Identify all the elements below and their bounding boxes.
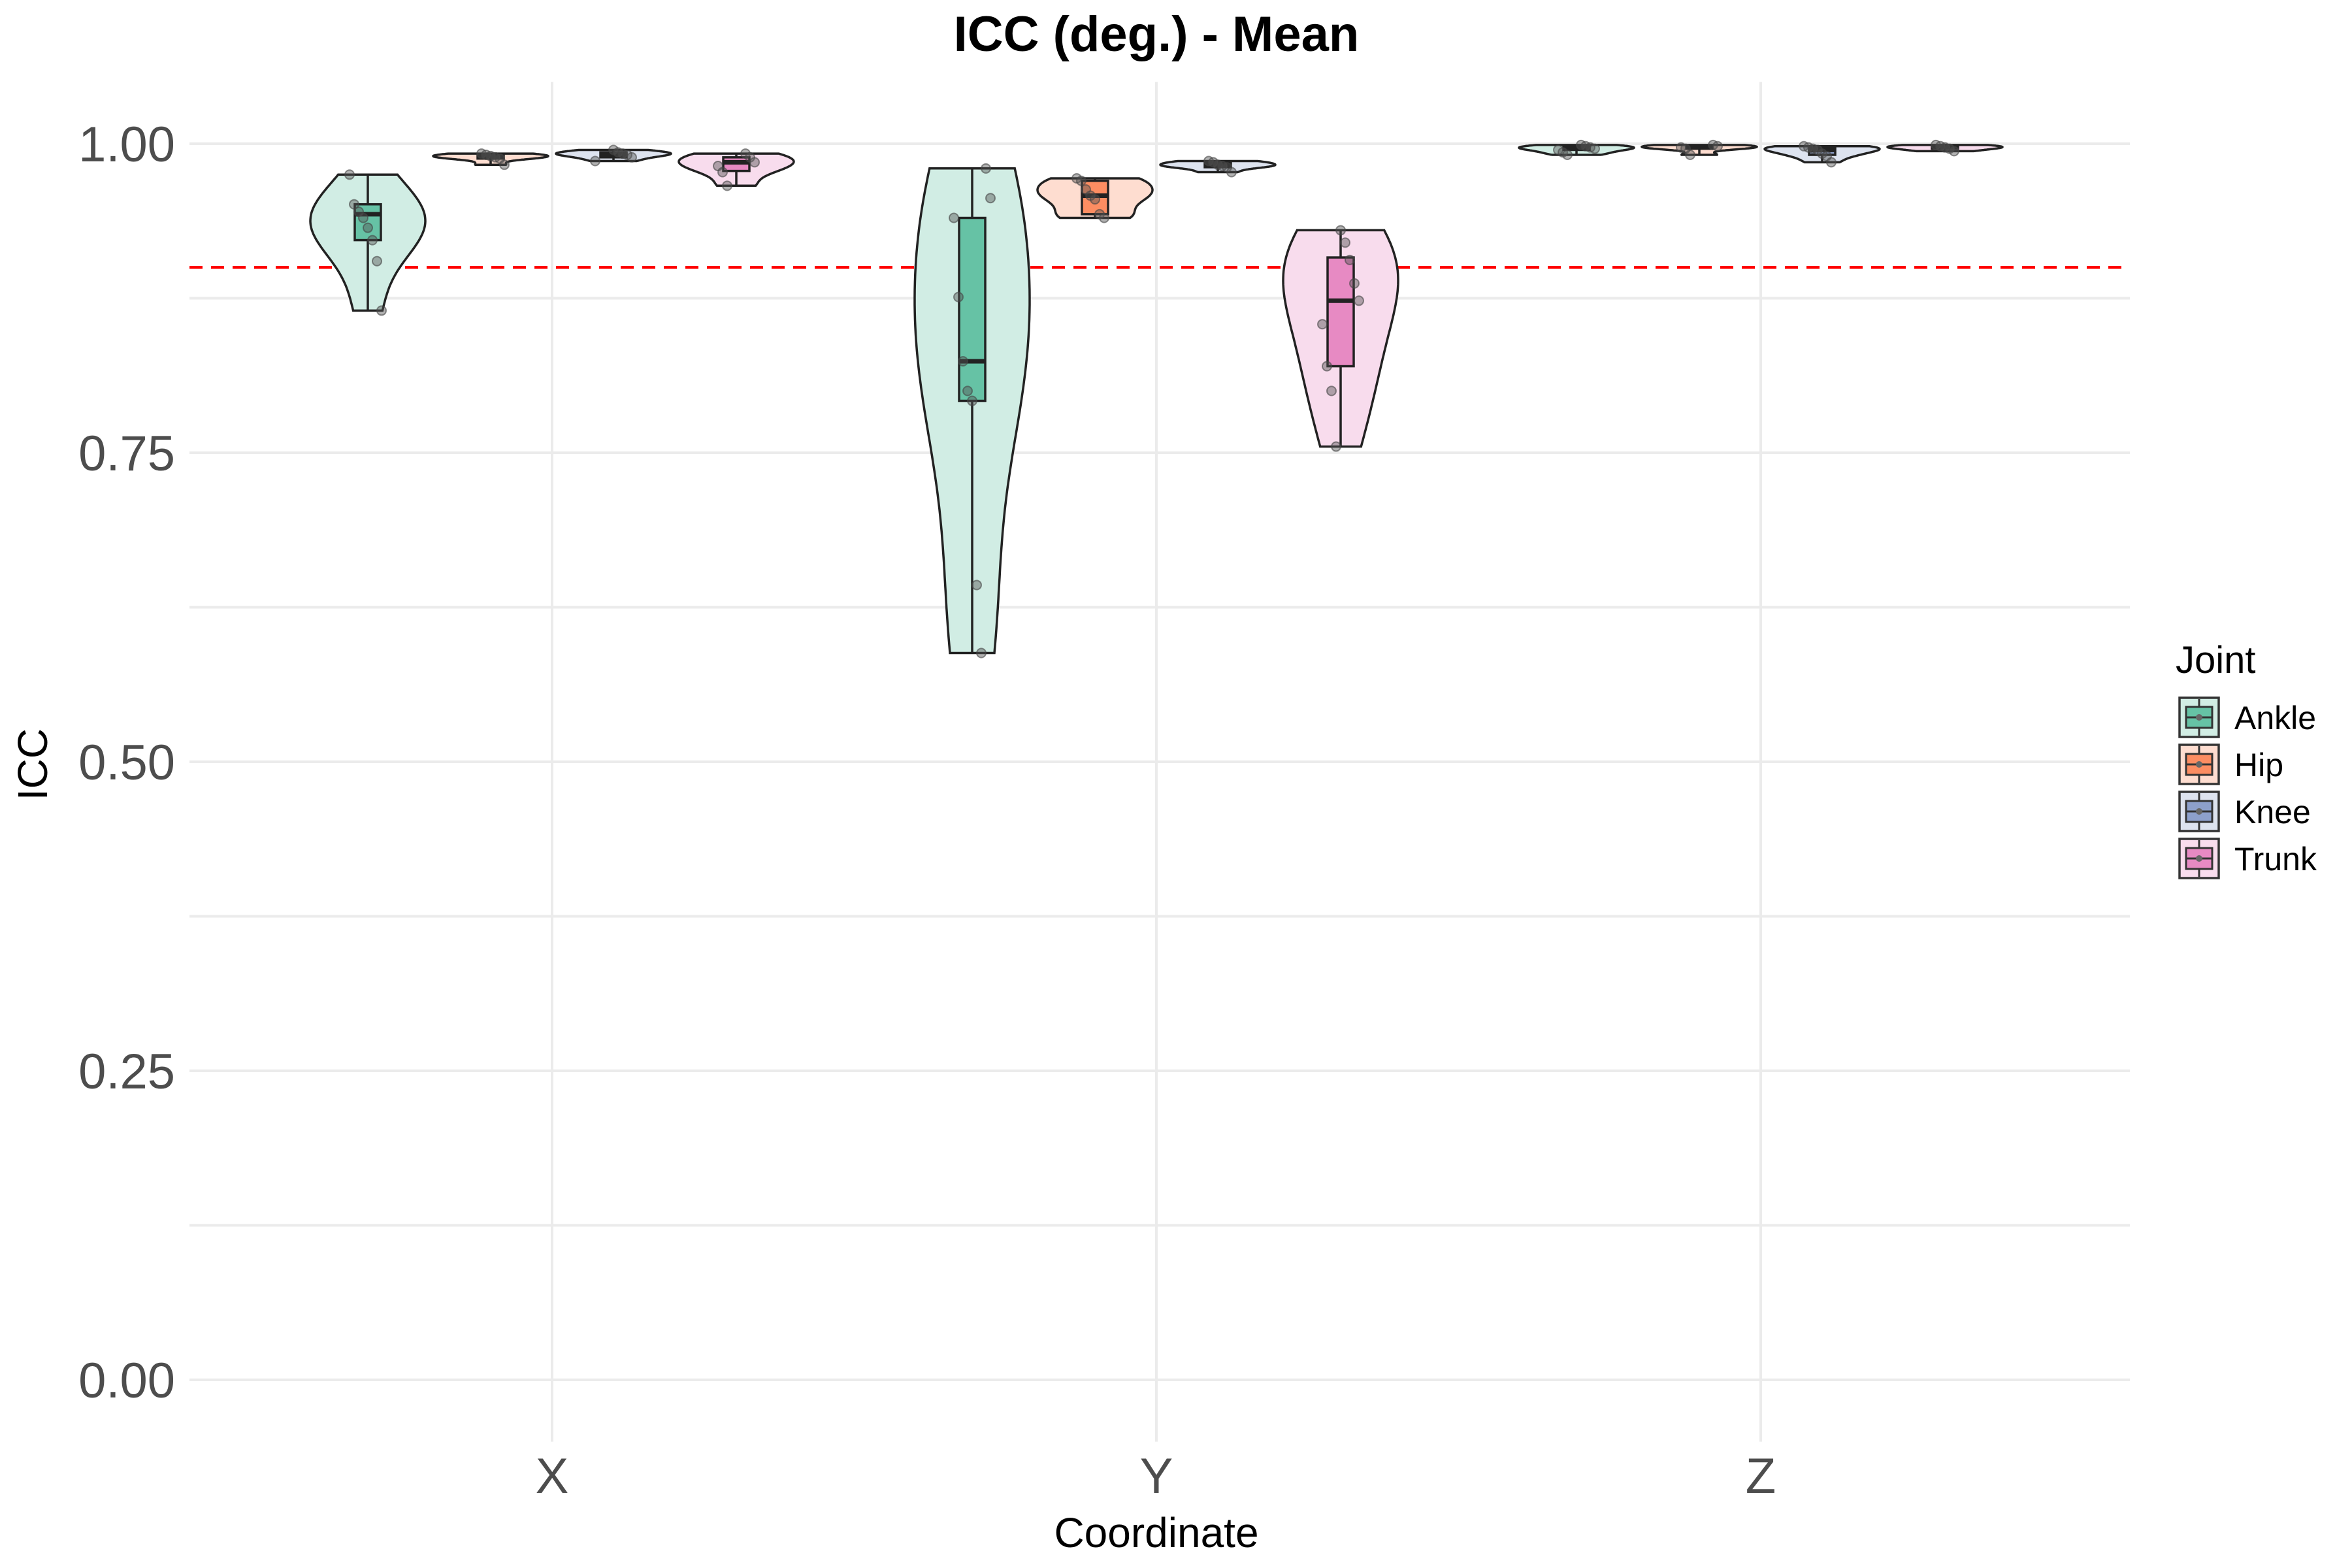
data-point	[749, 157, 760, 168]
y-tick-label: 0.75	[78, 426, 175, 482]
data-point	[976, 647, 987, 659]
data-point	[1949, 146, 1959, 157]
data-point	[949, 212, 959, 223]
legend-label: Knee	[2234, 794, 2311, 830]
data-point	[967, 395, 977, 406]
data-point	[1076, 175, 1086, 186]
data-point	[958, 355, 968, 367]
legend-entry-ankle: Ankle	[2178, 696, 2316, 738]
data-point	[1349, 278, 1360, 289]
data-point	[344, 169, 355, 180]
y-axis-title: ICC	[9, 728, 56, 800]
legend-label: Hip	[2234, 747, 2283, 783]
axis-ticks: 0.00 0.25 0.50 0.75 1.00 X Y Z	[78, 117, 1776, 1504]
legend-title: Joint	[2176, 639, 2256, 681]
data-point	[1335, 225, 1346, 236]
data-point	[1345, 254, 1355, 265]
y-tick-label: 0.50	[78, 735, 175, 791]
data-point	[1685, 150, 1695, 161]
legend-entries: Ankle Hip Knee Trunk	[2178, 696, 2317, 879]
data-point	[627, 152, 637, 163]
data-point	[1326, 385, 1337, 397]
data-point	[1331, 441, 1341, 452]
data-point	[1826, 157, 1837, 168]
legend-label: Ankle	[2234, 700, 2316, 736]
point-layer	[344, 139, 1959, 659]
x-tick-label: Y	[1140, 1448, 1173, 1504]
data-point	[953, 291, 964, 302]
data-point	[1354, 295, 1364, 306]
data-point	[1590, 143, 1600, 154]
data-point	[972, 580, 982, 591]
data-point	[962, 385, 973, 397]
box-ankle-y	[958, 216, 987, 402]
data-point	[372, 255, 382, 267]
data-point	[358, 212, 368, 223]
y-tick-label: 1.00	[78, 117, 175, 172]
x-axis-title: Coordinate	[1054, 1509, 1258, 1556]
data-point	[981, 163, 991, 174]
data-point	[717, 167, 728, 178]
legend-entry-trunk: Trunk	[2178, 838, 2317, 879]
data-point	[376, 305, 387, 316]
data-point	[363, 222, 373, 233]
data-point	[1712, 140, 1723, 152]
data-point	[985, 193, 996, 204]
data-point	[349, 199, 359, 210]
grid-lines	[189, 82, 2130, 1442]
data-point	[1562, 150, 1573, 161]
legend-label: Trunk	[2234, 841, 2317, 877]
x-tick-label: X	[536, 1448, 569, 1504]
legend-key-point	[2196, 761, 2202, 768]
data-point	[1226, 167, 1237, 178]
legend-key-point	[2196, 714, 2202, 721]
legend-entry-hip: Hip	[2178, 743, 2283, 785]
chart-title: ICC (deg.) - Mean	[954, 7, 1360, 62]
x-tick-label: Z	[1746, 1448, 1776, 1504]
data-point	[1090, 194, 1100, 205]
box-trunk-y	[1326, 256, 1355, 368]
data-point	[1317, 319, 1328, 330]
data-point	[367, 235, 378, 246]
y-tick-label: 0.00	[78, 1353, 175, 1409]
y-tick-label: 0.25	[78, 1044, 175, 1100]
legend: Joint Ankle Hip Knee Trunk	[2176, 639, 2317, 879]
data-point	[1322, 361, 1332, 372]
data-point	[722, 180, 732, 191]
data-point	[590, 155, 600, 167]
data-point	[499, 159, 510, 171]
data-point	[1099, 212, 1109, 223]
data-point	[1340, 237, 1350, 248]
legend-entry-knee: Knee	[2178, 791, 2311, 832]
legend-key-point	[2196, 855, 2202, 862]
legend-key-point	[2196, 808, 2202, 815]
